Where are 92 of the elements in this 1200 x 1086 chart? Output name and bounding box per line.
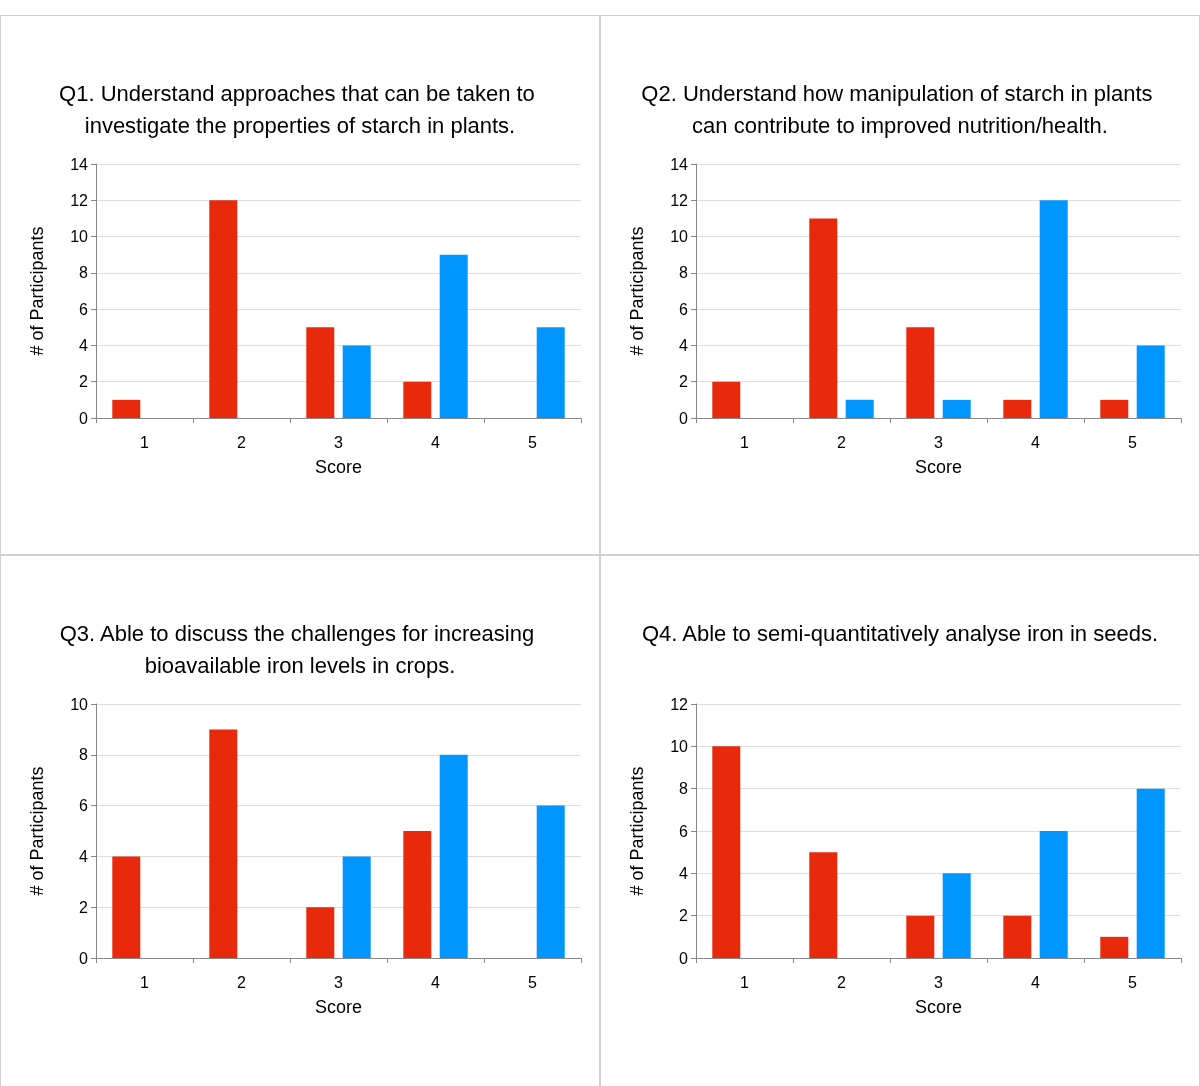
chart-title: Q2. Understand how manipulation of starch in plants can contribute to improved nutrition/health. [641,80,1159,138]
x-tick-label: 1 [740,973,750,991]
bar [536,327,565,418]
bar [942,873,971,958]
bar [342,856,371,958]
y-tick-label: 12 [670,191,689,209]
bar [712,746,741,958]
bar [1039,200,1068,418]
bar [439,754,468,958]
y-tick-label: 8 [679,264,689,282]
y-tick-label: 8 [679,780,689,798]
y-axis-title: # of Participants [27,226,47,356]
x-axis-title: Score [314,457,363,477]
bar [403,381,432,418]
y-tick-label: 2 [679,907,689,925]
y-tick-label: 2 [679,373,689,391]
bar [1100,936,1129,958]
y-tick-label: 2 [79,898,89,916]
bar [906,327,935,418]
x-tick-label: 3 [334,973,344,991]
bar [209,200,238,418]
y-tick-label: 0 [679,409,689,427]
y-tick-label: 10 [670,737,689,755]
bar [845,399,874,418]
bar [1100,399,1129,418]
x-tick-label: 5 [1128,973,1138,991]
bar [942,399,971,418]
x-tick-label: 3 [334,433,344,451]
x-tick-label: 2 [237,973,247,991]
x-tick-label: 4 [1031,433,1041,451]
bar [342,345,371,418]
y-tick-label: 6 [79,797,89,815]
y-tick-label: 8 [79,264,89,282]
y-tick-label: 10 [70,228,89,246]
y-axis-title: # of Participants [627,766,647,896]
bar [209,729,238,958]
y-tick-label: 4 [679,864,689,882]
x-tick-label: 2 [837,973,847,991]
bar [403,831,432,958]
y-axis-title: # of Participants [627,226,647,356]
y-tick-label: 4 [79,847,89,865]
bar [1003,915,1032,958]
y-tick-label: 12 [670,695,689,713]
x-tick-label: 4 [431,433,441,451]
bar [1039,831,1068,958]
x-tick-label: 1 [140,973,150,991]
y-tick-label: 4 [79,336,89,354]
x-tick-label: 5 [528,433,538,451]
x-tick-label: 2 [837,433,847,451]
y-tick-label: 14 [70,155,89,173]
bar [112,856,141,958]
y-tick-label: 4 [679,336,689,354]
bar [1003,399,1032,418]
bar [306,907,335,958]
bar [536,805,565,958]
y-tick-label: 14 [670,155,689,173]
x-tick-label: 4 [431,973,441,991]
y-tick-label: 12 [70,191,89,209]
y-tick-label: 10 [70,695,89,713]
bar [906,915,935,958]
x-tick-label: 3 [934,433,944,451]
bar [439,254,468,418]
bar [809,852,838,958]
chart-title: Q1. Understand approaches that can be taken to investigate the properties of starch in plants. [59,80,541,138]
bar [1136,345,1165,418]
y-tick-label: 6 [679,300,689,318]
bar [112,399,141,418]
x-axis-title: Score [314,997,363,1017]
x-tick-label: 3 [934,973,944,991]
y-tick-label: 10 [670,228,689,246]
chart-title: Q3. Able to discuss the challenges for increasing bioavailable iron levels in crops. [59,620,541,678]
x-tick-label: 5 [1128,433,1138,451]
y-axis-title: # of Participants [27,766,47,896]
x-axis-title: Score [914,457,963,477]
y-tick-label: 0 [79,949,89,967]
x-tick-label: 4 [1031,973,1041,991]
chart-title: Q4. Able to semi-quantitatively analyse iron in seeds. [641,620,1159,646]
y-tick-label: 0 [679,949,689,967]
y-tick-label: 6 [79,300,89,318]
x-tick-label: 1 [740,433,750,451]
x-axis-title: Score [914,997,963,1017]
x-tick-label: 2 [237,433,247,451]
bar [306,327,335,418]
x-tick-label: 1 [140,433,150,451]
y-tick-label: 2 [79,373,89,391]
y-tick-label: 6 [679,822,689,840]
x-tick-label: 5 [528,973,538,991]
y-tick-label: 8 [79,746,89,764]
bar [809,218,838,418]
bar [1136,788,1165,958]
bar [712,381,741,418]
y-tick-label: 0 [79,409,89,427]
